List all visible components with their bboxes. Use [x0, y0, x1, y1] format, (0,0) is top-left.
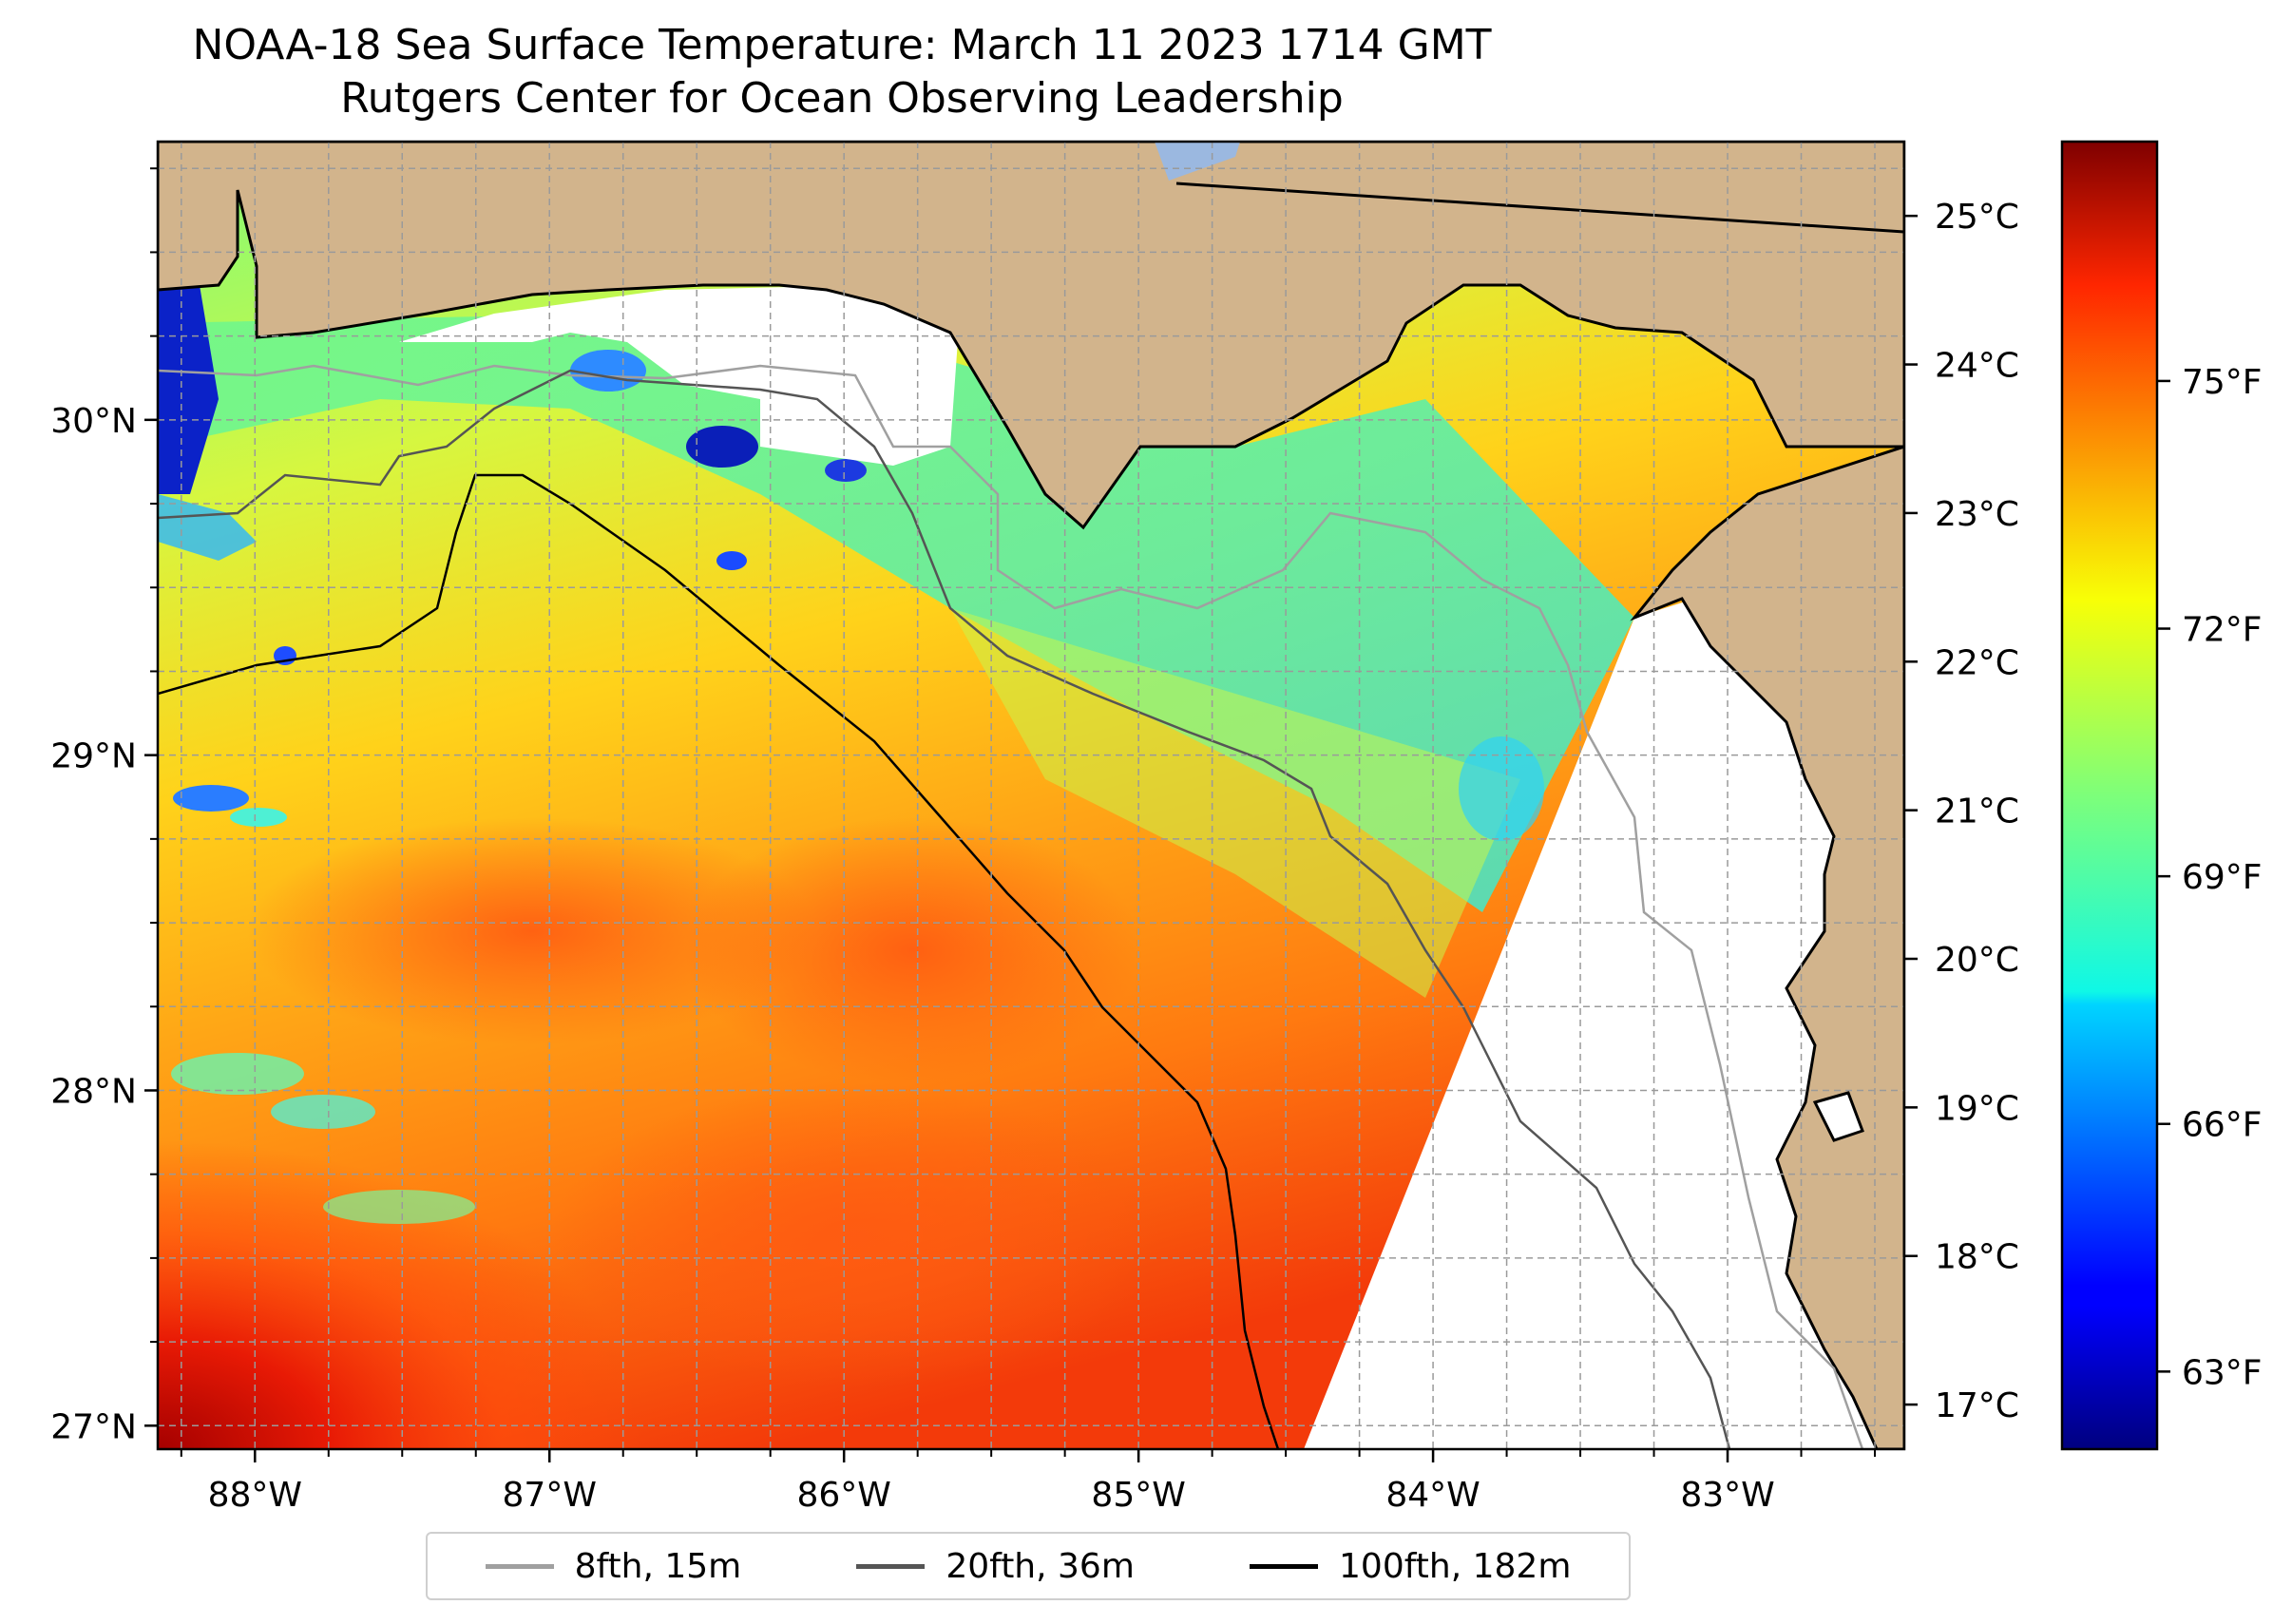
celsius-tick-label: 18°C — [1935, 1238, 2019, 1277]
legend-line-20fth — [856, 1563, 926, 1569]
y-tick-label: 29°N — [50, 737, 137, 776]
fahrenheit-tick-label: 75°F — [2182, 363, 2263, 402]
x-tick-label: 83°W — [1680, 1476, 1774, 1515]
fahrenheit-tick-label: 72°F — [2182, 611, 2263, 650]
celsius-tick-label: 17°C — [1935, 1386, 2019, 1425]
celsius-tick-label: 24°C — [1935, 347, 2019, 386]
legend-label: 20fth, 36m — [945, 1546, 1135, 1586]
map-subtitle: Rutgers Center for Ocean Observing Leade… — [340, 74, 1344, 123]
legend-item: 8fth, 15m — [485, 1546, 742, 1586]
x-tick-label: 85°W — [1091, 1476, 1185, 1515]
fahrenheit-tick-label: 63°F — [2182, 1353, 2263, 1392]
y-tick-label: 28°N — [50, 1072, 137, 1111]
fahrenheit-tick-label: 69°F — [2182, 858, 2263, 897]
y-tick-label: 27°N — [50, 1407, 137, 1446]
legend-label: 100fth, 182m — [1339, 1546, 1572, 1586]
celsius-tick-label: 25°C — [1935, 198, 2019, 237]
x-tick-label: 86°W — [796, 1476, 890, 1515]
contour-legend: 8fth, 15m 20fth, 36m 100fth, 182m — [426, 1532, 1631, 1600]
fahrenheit-tick-label: 66°F — [2182, 1106, 2263, 1145]
legend-label: 8fth, 15m — [574, 1546, 742, 1586]
gridlines — [158, 142, 1904, 1449]
celsius-tick-label: 20°C — [1935, 941, 2019, 980]
map-frame — [156, 140, 1906, 1451]
celsius-tick-label: 22°C — [1935, 643, 2019, 682]
x-tick-label: 87°W — [503, 1476, 597, 1515]
axis-ticks: 88°W 87°W 86°W 85°W 84°W 83°W 27°N 28°N 29°N 30°N — [50, 167, 1877, 1515]
x-tick-label: 88°W — [208, 1476, 302, 1515]
y-tick-label: 30°N — [50, 402, 137, 441]
x-tick-label: 84°W — [1385, 1476, 1480, 1515]
legend-line-8fth — [485, 1563, 554, 1569]
celsius-tick-label: 21°C — [1935, 793, 2019, 831]
map-title: NOAA-18 Sea Surface Temperature: March 1… — [192, 21, 1492, 69]
celsius-tick-label: 19°C — [1935, 1089, 2019, 1128]
legend-item: 100fth, 182m — [1250, 1547, 1571, 1586]
colorbar — [2060, 140, 2159, 1451]
legend-item: 20fth, 36m — [856, 1547, 1135, 1586]
celsius-tick-label: 23°C — [1935, 495, 2019, 534]
colorbar-ticks: 17°C 18°C 19°C 20°C 21°C 22°C 23°C 24°C 25°C 63°F… — [1904, 198, 2263, 1425]
legend-line-100fth — [1250, 1563, 1319, 1569]
